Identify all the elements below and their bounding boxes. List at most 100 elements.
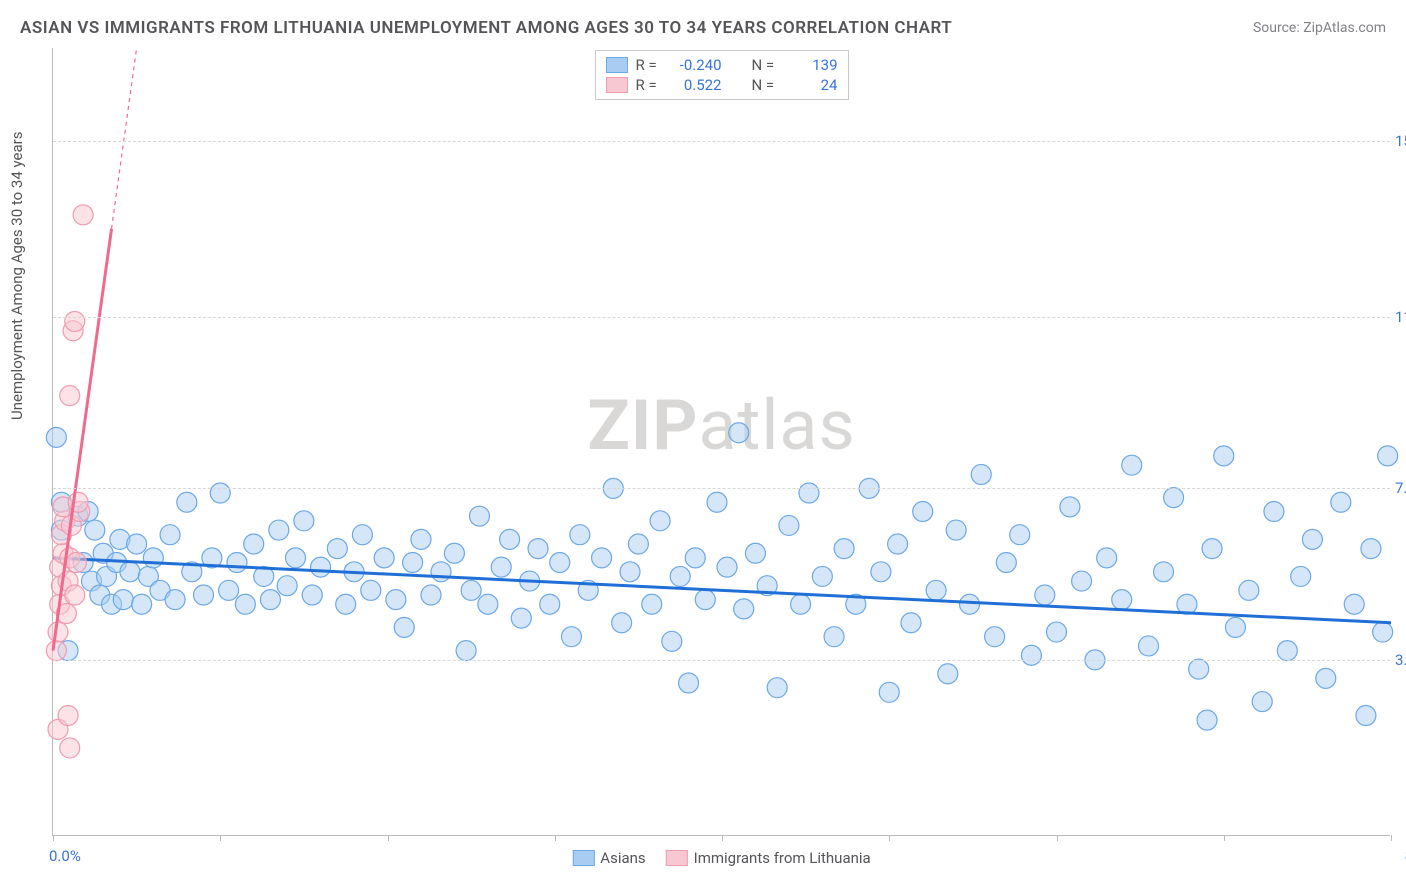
data-point [628, 534, 648, 554]
data-point [58, 705, 78, 725]
data-point [456, 641, 476, 661]
data-point [1252, 692, 1272, 712]
source-label: Source: ZipAtlas.com [1253, 20, 1386, 36]
data-point [1035, 585, 1055, 605]
data-point [812, 566, 832, 586]
data-point [1122, 455, 1142, 475]
data-point [336, 594, 356, 614]
data-point [165, 590, 185, 610]
data-point [210, 483, 230, 503]
data-point [277, 576, 297, 596]
legend-swatch [606, 77, 628, 93]
data-point [461, 580, 481, 600]
data-point [235, 594, 255, 614]
data-point [561, 627, 581, 647]
data-point [286, 548, 306, 568]
legend-swatch [606, 57, 628, 73]
x-tick-label: 0.0% [49, 847, 81, 865]
data-point [888, 534, 908, 554]
data-point [65, 311, 85, 331]
legend-swatch [666, 850, 688, 866]
data-point [971, 464, 991, 484]
data-point [85, 520, 105, 540]
data-point [219, 580, 239, 600]
data-point [695, 590, 715, 610]
data-point [650, 511, 670, 531]
data-point [612, 613, 632, 633]
data-point [469, 506, 489, 526]
data-point [1021, 645, 1041, 665]
data-point [550, 553, 570, 573]
data-point [46, 427, 66, 447]
data-point [294, 511, 314, 531]
y-tick-label: 11.2% [1395, 308, 1406, 326]
data-point [1072, 571, 1092, 591]
data-point [729, 423, 749, 443]
data-point [685, 548, 705, 568]
y-tick-label: 15.0% [1395, 132, 1406, 150]
data-point [1277, 641, 1297, 661]
data-point [996, 553, 1016, 573]
data-point [901, 613, 921, 633]
data-point [1291, 566, 1311, 586]
data-point [642, 594, 662, 614]
data-point [68, 492, 88, 512]
data-point [679, 673, 699, 693]
data-point [1112, 590, 1132, 610]
data-point [1197, 710, 1217, 730]
data-point [1154, 562, 1174, 582]
data-point [834, 539, 854, 559]
y-tick-label: 3.8% [1395, 651, 1406, 669]
data-point [127, 534, 147, 554]
data-point [431, 562, 451, 582]
scatter-svg [53, 48, 1390, 835]
data-point [824, 627, 844, 647]
data-point [1097, 548, 1117, 568]
legend-series: AsiansImmigrants from Lithuania [572, 849, 870, 867]
data-point [1138, 636, 1158, 656]
data-point [244, 534, 264, 554]
data-point [767, 678, 787, 698]
legend-item: Asians [572, 849, 645, 867]
data-point [1047, 622, 1067, 642]
data-point [1060, 497, 1080, 517]
data-point [1378, 446, 1398, 466]
data-point [620, 562, 640, 582]
data-point [143, 548, 163, 568]
data-point [707, 492, 727, 512]
chart-plot-area: ZIPatlas R =-0.240N =139R =0.522N =24 As… [52, 48, 1390, 836]
data-point [160, 525, 180, 545]
data-point [352, 525, 372, 545]
data-point [403, 553, 423, 573]
data-point [1239, 580, 1259, 600]
data-point [113, 590, 133, 610]
legend-stat-row: R =-0.240N =139 [606, 55, 838, 75]
data-point [421, 585, 441, 605]
data-point [1214, 446, 1234, 466]
y-tick-label: 7.5% [1395, 479, 1406, 497]
data-point [528, 539, 548, 559]
data-point [227, 553, 247, 573]
data-point [260, 590, 280, 610]
data-point [386, 590, 406, 610]
data-point [946, 520, 966, 540]
data-point [60, 738, 80, 758]
data-point [871, 562, 891, 582]
data-point [1264, 502, 1284, 522]
data-point [1202, 539, 1222, 559]
data-point [177, 492, 197, 512]
data-point [1189, 659, 1209, 679]
data-point [132, 594, 152, 614]
data-point [1373, 622, 1393, 642]
data-point [311, 557, 331, 577]
y-axis-label: Unemployment Among Ages 30 to 34 years [8, 132, 26, 420]
data-point [46, 641, 66, 661]
data-point [1356, 705, 1376, 725]
data-point [799, 483, 819, 503]
data-point [670, 566, 690, 586]
data-point [411, 529, 431, 549]
data-point [1316, 668, 1336, 688]
data-point [926, 580, 946, 600]
legend-stats: R =-0.240N =139R =0.522N =24 [595, 50, 849, 100]
data-point [592, 548, 612, 568]
